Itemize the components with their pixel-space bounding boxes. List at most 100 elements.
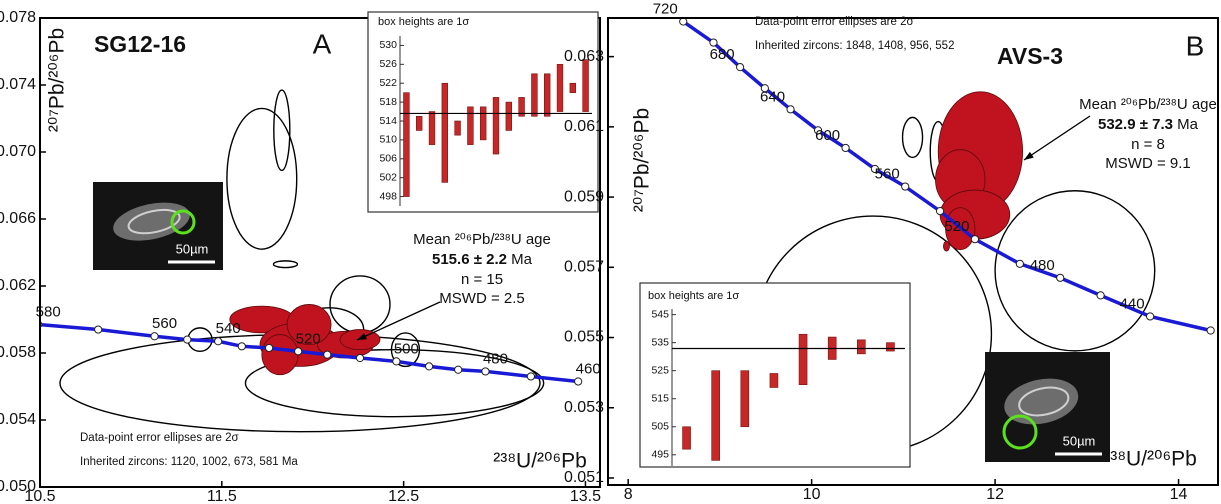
mean-age-mswd: MSWD = 9.1 xyxy=(1105,155,1190,172)
y-tick-label: 0.051 xyxy=(564,469,604,486)
concordia-marker xyxy=(870,164,880,174)
concordia-marker xyxy=(94,325,103,334)
concordia-marker xyxy=(526,372,536,381)
concordia-marker xyxy=(1206,326,1215,335)
note: Data-point error ellipses are 2σ xyxy=(755,16,914,28)
plot-area xyxy=(40,89,583,433)
ellipse-open xyxy=(901,116,924,159)
age-label: 460 xyxy=(576,360,601,377)
inset-y-tick-label: 515 xyxy=(651,392,669,404)
y-tick-label: 0.055 xyxy=(564,329,604,346)
x-tick-label: 8 xyxy=(624,486,633,503)
age-box xyxy=(416,115,423,131)
ellipse-open xyxy=(994,190,1156,352)
zircon-zoning xyxy=(1018,386,1070,417)
spot xyxy=(170,209,196,235)
y-tick-label: 0.066 xyxy=(0,210,36,227)
age-label: 680 xyxy=(710,46,735,63)
zircon-image: 50µm xyxy=(985,352,1110,462)
plot-frame xyxy=(39,17,601,488)
x-axis-label: ²³⁸U/²⁰⁶Pb xyxy=(493,450,587,473)
inset-y-tick-label: 514 xyxy=(379,115,397,127)
inset-y-tick-label: 495 xyxy=(651,449,669,461)
concordia-marker xyxy=(574,377,583,386)
age-box xyxy=(740,370,750,428)
ellipse-open xyxy=(273,89,291,172)
age-label: 520 xyxy=(296,330,321,347)
age-box xyxy=(492,97,500,155)
panel-label: B xyxy=(1186,30,1205,61)
concordia-marker xyxy=(813,126,823,135)
age-label: 560 xyxy=(875,166,900,183)
arrow xyxy=(356,301,441,341)
concordia-marker xyxy=(481,367,490,376)
inset-y-tick-label: 535 xyxy=(651,336,669,348)
concordia-marker xyxy=(323,350,332,359)
concordia-line xyxy=(40,322,579,384)
ellipse-open xyxy=(244,348,545,418)
ellipse-open xyxy=(226,107,298,250)
concordia-marker xyxy=(264,343,274,353)
y-tick-label: 0.053 xyxy=(564,399,604,416)
inset-y-tick-label: 525 xyxy=(651,364,669,376)
concordia-line xyxy=(682,20,1212,333)
inset-y-tick-label: 498 xyxy=(379,190,397,202)
inset-y-tick-label: 502 xyxy=(379,171,397,183)
panel-label: A xyxy=(313,28,332,59)
age-box xyxy=(403,92,410,197)
y-tick-label: 0.059 xyxy=(564,188,604,205)
mean-age-value: 515.6 ± 2.2 Ma xyxy=(432,251,533,268)
x-tick-label: 14 xyxy=(1170,486,1188,503)
age-box xyxy=(857,339,866,355)
inset-y-tick-label: 526 xyxy=(379,58,397,70)
plot-frame xyxy=(607,17,1219,486)
concordia-marker xyxy=(735,63,745,72)
concordia-marker xyxy=(935,207,945,216)
note: Data-point error ellipses are 2σ xyxy=(80,432,239,444)
y-tick-label: 0.058 xyxy=(0,344,36,361)
x-tick-label: 12.5 xyxy=(388,488,419,504)
age-box xyxy=(886,342,895,352)
inset-y-tick-label: 505 xyxy=(651,421,669,433)
x-tick-label: 10 xyxy=(803,486,821,503)
x-tick-label: 10.5 xyxy=(24,488,55,504)
zircon-zoning xyxy=(127,208,181,235)
ellipse-filled xyxy=(943,240,950,252)
age-box xyxy=(544,73,551,117)
concordia-marker xyxy=(424,362,434,371)
x-tick-label: 11.5 xyxy=(207,488,237,504)
x-tick-label: 12 xyxy=(986,486,1004,503)
concordia-marker xyxy=(214,337,223,346)
inset-y-tick-label: 518 xyxy=(379,96,397,108)
ellipse-open xyxy=(329,275,391,334)
inset-y-tick-label: 522 xyxy=(379,77,397,89)
concordia-marker xyxy=(786,105,795,114)
mean-age-unit: Ma xyxy=(511,251,532,268)
age-label: 640 xyxy=(760,88,785,105)
concordia-marker xyxy=(1015,259,1024,268)
y-tick-label: 0.050 xyxy=(0,478,36,495)
age-label: 600 xyxy=(815,127,840,144)
mean-age-n: n = 8 xyxy=(1131,136,1165,153)
age-box xyxy=(556,64,564,112)
ellipse-open xyxy=(272,260,299,269)
age-box xyxy=(769,373,779,388)
concordia-marker xyxy=(183,335,192,344)
arrow-head xyxy=(357,332,367,340)
inset-y-tick-label: 545 xyxy=(651,308,669,320)
zircon-image: 50µm xyxy=(93,182,223,270)
y-tick-label: 0.054 xyxy=(0,411,36,428)
y-axis-label: ²⁰⁷Pb/²⁰⁶Pb xyxy=(631,108,654,212)
arrow-head xyxy=(1024,151,1034,160)
concordia-marker xyxy=(901,182,910,191)
mean-age-number: 515.6 ± 2.2 xyxy=(432,251,507,268)
mean-age-label: Mean ²⁰⁶Pb/²³⁸U age xyxy=(1079,96,1217,113)
inset-title: box heights are 1σ xyxy=(648,290,739,302)
concordia-marker xyxy=(841,143,850,153)
inset-y-tick-label: 510 xyxy=(379,134,397,146)
age-label: 440 xyxy=(1120,295,1145,312)
concordia-marker xyxy=(237,342,246,351)
concordia-marker xyxy=(454,365,463,374)
